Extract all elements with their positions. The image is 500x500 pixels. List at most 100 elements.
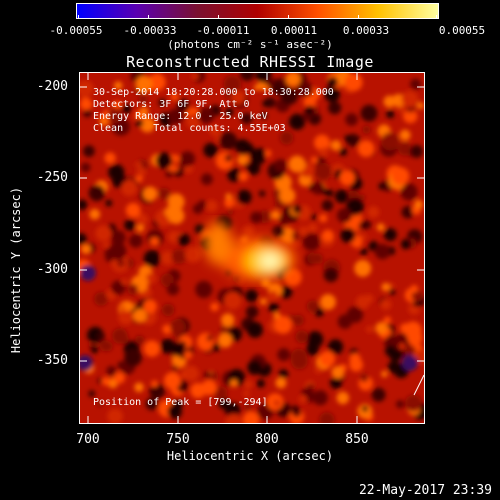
- speckle-blob: [176, 98, 190, 112]
- speckle-blob: [113, 372, 126, 384]
- speckle-blob: [139, 106, 149, 117]
- speckle-blob: [279, 131, 294, 145]
- y-tick-label: -300: [36, 262, 68, 277]
- speckle-blob: [211, 343, 220, 352]
- speckle-blob: [410, 285, 419, 293]
- speckle-blob: [334, 189, 349, 204]
- speckle-blob: [107, 408, 123, 423]
- y-tick-label: -200: [36, 79, 68, 94]
- speckle-blob: [298, 226, 309, 237]
- speckle-blob: [402, 355, 418, 371]
- speckle-blob: [184, 351, 193, 360]
- speckle-blob: [268, 302, 279, 313]
- speckle-blob: [113, 81, 123, 90]
- speckle-blob: [123, 303, 131, 312]
- speckle-blob: [224, 197, 235, 208]
- speckle-blob: [344, 135, 352, 142]
- speckle-blob: [164, 205, 177, 219]
- speckle-blob: [410, 144, 423, 158]
- speckle-blob: [339, 170, 355, 186]
- speckle-blob: [346, 306, 364, 323]
- speckle-blob: [383, 316, 392, 324]
- speckle-blob: [360, 233, 367, 241]
- speckle-blob: [399, 129, 411, 141]
- speckle-blob: [376, 223, 385, 232]
- speckle-blob: [389, 288, 396, 296]
- speckle-blob: [400, 239, 412, 250]
- speckle-blob: [104, 152, 116, 164]
- speckle-blob: [83, 145, 95, 158]
- speckle-blob: [231, 90, 246, 105]
- speckle-blob: [88, 390, 96, 398]
- speckle-blob: [358, 194, 366, 201]
- speckle-blob: [230, 379, 238, 388]
- speckle-blob: [303, 95, 317, 109]
- colorbar-tick: [358, 15, 359, 19]
- y-tick-label: -250: [36, 170, 68, 185]
- speckle-blob: [227, 209, 234, 216]
- speckle-blob: [312, 390, 328, 406]
- speckle-blob: [143, 250, 161, 267]
- speckle-blob: [221, 313, 235, 327]
- speckle-blob: [80, 80, 94, 97]
- speckle-blob: [314, 162, 332, 180]
- speckle-blob: [351, 237, 363, 248]
- speckle-blob: [310, 156, 318, 164]
- speckle-blob: [312, 253, 324, 264]
- speckle-blob: [392, 93, 405, 107]
- speckle-blob: [224, 154, 233, 162]
- speckle-blob: [96, 400, 103, 407]
- image-title: Reconstructed RHESSI Image: [126, 53, 374, 71]
- speckle-blob: [414, 199, 424, 209]
- speckle-blob: [201, 379, 217, 396]
- speckle-blob: [404, 345, 416, 356]
- timestamp-footer: 22-May-2017 23:39: [358, 483, 492, 498]
- speckle-blob: [318, 147, 329, 157]
- speckle-blob: [345, 113, 358, 126]
- speckle-blob: [245, 305, 259, 319]
- speckle-blob: [195, 280, 213, 299]
- speckle-blob: [143, 299, 157, 314]
- energy-range-label: Energy Range: 12.0 - 25.0 keV: [93, 111, 268, 122]
- colorbar-label: -0.00033: [123, 24, 177, 37]
- speckle-blob: [191, 73, 199, 80]
- speckle-blob: [210, 302, 219, 312]
- speckle-blob: [242, 142, 254, 155]
- speckle-blob: [95, 225, 112, 242]
- flare-source: [204, 221, 296, 281]
- speckle-blob: [136, 167, 146, 177]
- speckle-blob: [278, 215, 285, 223]
- speckle-blob: [328, 101, 342, 115]
- speckle-blob: [177, 233, 191, 247]
- speckle-blob: [265, 77, 276, 87]
- speckle-blob: [80, 233, 87, 245]
- speckle-blob: [150, 237, 159, 246]
- speckle-blob: [386, 110, 395, 119]
- speckle-blob: [223, 291, 242, 310]
- speckle-blob: [362, 405, 368, 412]
- speckle-blob: [197, 107, 215, 124]
- speckle-blob: [158, 187, 171, 200]
- speckle-blob: [101, 376, 111, 386]
- speckle-blob: [374, 243, 391, 260]
- speckle-blob: [165, 170, 173, 178]
- speckle-blob: [203, 142, 218, 158]
- speckle-blob: [362, 125, 371, 134]
- x-tick-label: 700: [76, 432, 100, 447]
- x-tick-label: 850: [345, 432, 369, 447]
- speckle-blob: [143, 340, 161, 357]
- speckle-blob: [324, 86, 340, 103]
- speckle-blob: [285, 73, 301, 87]
- speckle-blob: [227, 168, 242, 182]
- colorbar-label: 0.00033: [342, 24, 390, 37]
- speckle-blob: [267, 290, 278, 302]
- speckle-blob: [217, 333, 233, 348]
- speckle-blob: [135, 213, 148, 226]
- speckle-blob: [243, 390, 250, 398]
- speckle-blob: [279, 187, 296, 204]
- colorbar-label: -0.00011: [196, 24, 250, 37]
- speckle-blob: [80, 265, 96, 281]
- speckle-blob: [243, 402, 253, 412]
- speckle-blob: [80, 199, 88, 211]
